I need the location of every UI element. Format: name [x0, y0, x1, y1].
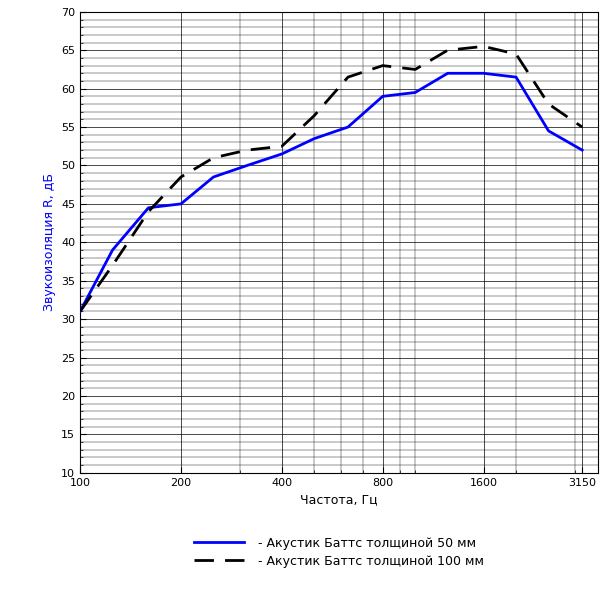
-  - Акустик Баттс толщиной 50 мм: [513, 74, 520, 81]
-  - Акустик Баттс толщиной 50 мм: [177, 200, 185, 207]
-  - Акустик Баттс толщиной 100 мм: [480, 43, 487, 50]
-  - Акустик Баттс толщиной 50 мм: [344, 124, 352, 131]
- Legend:  - Акустик Баттс толщиной 50 мм,  - Акустик Баттс толщиной 100 мм: - Акустик Баттс толщиной 50 мм, - Акусти…: [194, 537, 484, 568]
-  - Акустик Баттс толщиной 100 мм: [411, 66, 419, 73]
-  - Акустик Баттс толщиной 50 мм: [109, 246, 116, 254]
-  - Акустик Баттс толщиной 50 мм: [278, 151, 286, 158]
-  - Акустик Баттс толщиной 50 мм: [444, 70, 452, 77]
-  - Акустик Баттс толщиной 50 мм: [76, 308, 84, 315]
-  - Акустик Баттс толщиной 50 мм: [480, 70, 487, 77]
-  - Акустик Баттс толщиной 50 мм: [310, 135, 318, 142]
-  - Акустик Баттс толщиной 100 мм: [310, 112, 318, 119]
-  - Акустик Баттс толщиной 100 мм: [177, 174, 185, 181]
- Line:  - Акустик Баттс толщиной 100 мм: - Акустик Баттс толщиной 100 мм: [80, 47, 582, 311]
-  - Акустик Баттс толщиной 50 мм: [411, 89, 419, 96]
-  - Акустик Баттс толщиной 100 мм: [344, 74, 352, 81]
- Line:  - Акустик Баттс толщиной 50 мм: - Акустик Баттс толщиной 50 мм: [80, 73, 582, 311]
-  - Акустик Баттс толщиной 50 мм: [379, 93, 386, 100]
-  - Акустик Баттс толщиной 50 мм: [243, 162, 251, 169]
-  - Акустик Баттс толщиной 100 мм: [513, 51, 520, 58]
-  - Акустик Баттс толщиной 100 мм: [278, 143, 286, 150]
-  - Акустик Баттс толщиной 50 мм: [145, 204, 152, 212]
-  - Акустик Баттс толщиной 100 мм: [209, 154, 217, 161]
-  - Акустик Баттс толщиной 50 мм: [578, 147, 586, 154]
- Y-axis label: Звукоизоляция R, дБ: Звукоизоляция R, дБ: [43, 173, 55, 311]
-  - Акустик Баттс толщиной 100 мм: [578, 124, 586, 131]
-  - Акустик Баттс толщиной 50 мм: [209, 174, 217, 181]
-  - Акустик Баттс толщиной 100 мм: [243, 147, 251, 154]
-  - Акустик Баттс толщиной 100 мм: [109, 262, 116, 269]
-  - Акустик Баттс толщиной 100 мм: [76, 308, 84, 315]
-  - Акустик Баттс толщиной 100 мм: [379, 62, 386, 69]
-  - Акустик Баттс толщиной 50 мм: [545, 128, 553, 135]
- X-axis label: Частота, Гц: Частота, Гц: [300, 493, 378, 506]
-  - Акустик Баттс толщиной 100 мм: [545, 100, 553, 108]
-  - Акустик Баттс толщиной 100 мм: [444, 47, 452, 54]
-  - Акустик Баттс толщиной 100 мм: [145, 208, 152, 215]
